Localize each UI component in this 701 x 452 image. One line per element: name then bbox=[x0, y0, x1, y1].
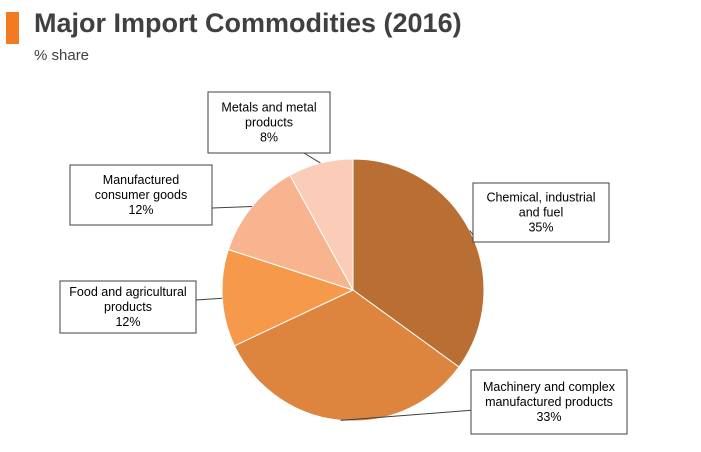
slice-category-label-3: Food and agricultural bbox=[69, 285, 186, 299]
slice-value-label-5: 8% bbox=[260, 131, 278, 145]
slice-category-label-2: Machinery and complex bbox=[483, 380, 616, 394]
slice-category-label-1: Chemical, industrial bbox=[486, 191, 595, 205]
leader-line-2 bbox=[340, 409, 476, 421]
slice-label-box-5 bbox=[207, 91, 331, 154]
pie-slices bbox=[221, 158, 485, 422]
pie-slice-5 bbox=[289, 158, 354, 291]
slice-category-label-5: Metals and metal bbox=[221, 101, 316, 115]
pie-slice-4 bbox=[227, 174, 355, 291]
slice-category-label-4: Manufactured bbox=[103, 173, 179, 187]
slice-category-label-5: products bbox=[245, 116, 293, 130]
slice-label-box-4 bbox=[69, 164, 213, 226]
slice-label-box-3 bbox=[59, 280, 197, 334]
slice-label-box-1 bbox=[472, 182, 610, 243]
leader-line-3 bbox=[195, 297, 223, 301]
slice-value-label-1: 35% bbox=[528, 221, 553, 235]
slice-value-label-2: 33% bbox=[536, 410, 561, 424]
title-accent-bar bbox=[6, 12, 19, 44]
leader-line-4 bbox=[211, 206, 253, 209]
slice-value-label-4: 12% bbox=[128, 203, 153, 217]
slice-category-label-4: consumer goods bbox=[95, 188, 187, 202]
pie-slice-3 bbox=[221, 248, 355, 347]
pie-slice-2 bbox=[233, 289, 460, 422]
slice-category-label-3: products bbox=[104, 300, 152, 314]
leader-line-5 bbox=[303, 152, 321, 164]
page-subtitle: % share bbox=[34, 47, 90, 64]
slice-label-box-2 bbox=[470, 369, 628, 435]
slice-category-label-1: and fuel bbox=[519, 206, 563, 220]
page-title: Major Import Commodities (2016) bbox=[34, 8, 462, 38]
slice-category-label-2: manufactured products bbox=[485, 395, 613, 409]
slice-value-label-3: 12% bbox=[115, 315, 140, 329]
